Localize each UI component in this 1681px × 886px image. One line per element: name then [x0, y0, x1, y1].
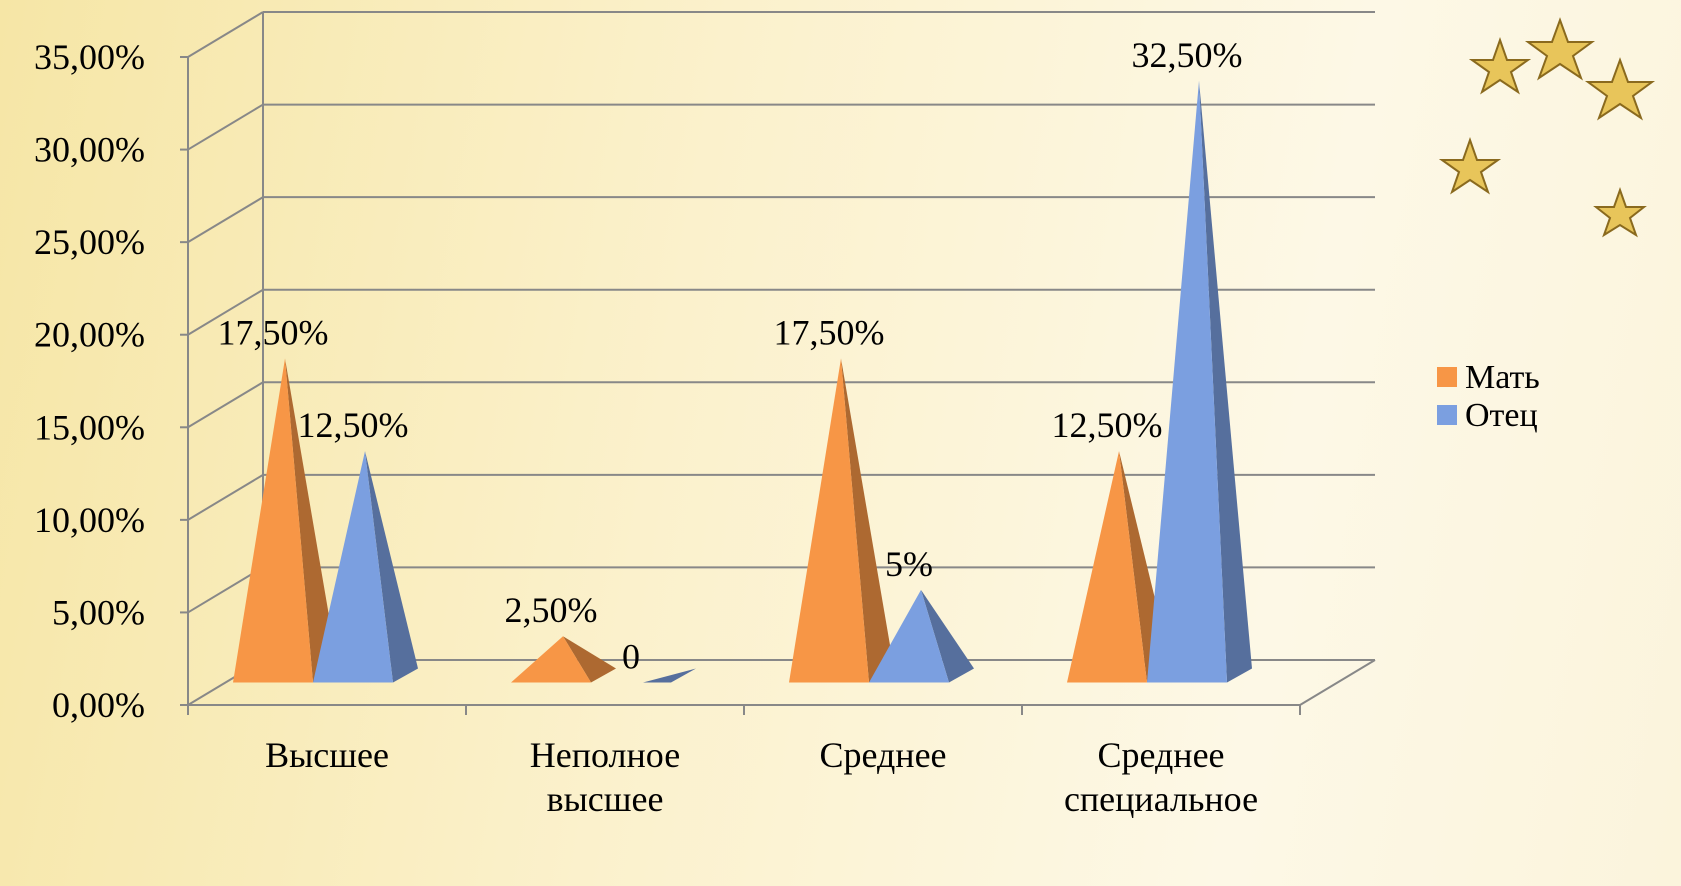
x-tick-label: Неполное высшее	[475, 733, 735, 821]
pyramid-side	[643, 669, 696, 683]
y-tick-label: 10,00%	[34, 500, 145, 540]
legend-swatch	[1437, 367, 1457, 387]
value-label: 0	[622, 637, 640, 677]
y-tick-label: 30,00%	[34, 130, 145, 170]
y-tick-label: 25,00%	[34, 222, 145, 262]
y-tick-label: 15,00%	[34, 407, 145, 447]
floor-edge	[1300, 660, 1375, 705]
value-label: 32,50%	[1132, 35, 1243, 75]
value-label: 12,50%	[298, 405, 409, 445]
y-tick-label: 0,00%	[52, 685, 145, 725]
legend-swatch	[1437, 405, 1457, 425]
grid-line	[188, 197, 263, 242]
grid-line	[188, 382, 263, 427]
value-label: 17,50%	[218, 313, 329, 353]
value-label: 2,50%	[505, 590, 598, 630]
y-tick-label: 35,00%	[34, 37, 145, 77]
grid-line	[188, 105, 263, 150]
x-tick-label: Высшее	[197, 733, 457, 777]
x-tick-label: Среднее специальное	[1031, 733, 1291, 821]
value-label: 12,50%	[1052, 405, 1163, 445]
decoration	[1442, 20, 1652, 235]
value-label: 17,50%	[774, 313, 885, 353]
y-tick-label: 5,00%	[52, 592, 145, 632]
y-tick-label: 20,00%	[34, 315, 145, 355]
grid-line	[188, 475, 263, 520]
legend-label: Отец	[1465, 397, 1538, 434]
value-label: 5%	[885, 544, 933, 584]
legend-label: Мать	[1465, 359, 1540, 396]
page: 0,00% 5,00% 10,00% 15,00% 20,00% 25,00% 30,00%…	[0, 0, 1681, 886]
x-tick-label: Среднее	[753, 733, 1013, 777]
grid-line	[188, 12, 263, 57]
